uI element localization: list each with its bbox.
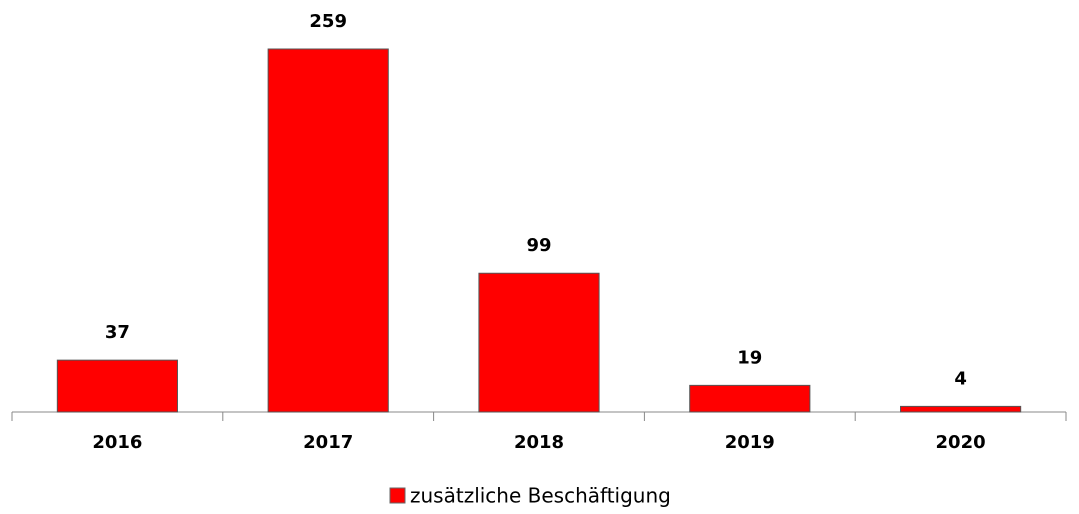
x-tick-label: 2018 <box>514 432 564 453</box>
data-label: 99 <box>526 235 551 256</box>
bar <box>267 48 389 413</box>
bar <box>56 359 178 413</box>
data-label: 4 <box>954 368 967 389</box>
legend-label: zusätzliche Beschäftigung <box>410 484 671 508</box>
x-tick-label: 2019 <box>725 432 775 453</box>
legend-swatch <box>389 487 406 504</box>
x-tick-label: 2017 <box>303 432 353 453</box>
x-tick-label: 2016 <box>92 432 142 453</box>
data-label: 19 <box>737 347 762 368</box>
bar <box>478 272 600 413</box>
bar <box>689 384 811 413</box>
data-label: 259 <box>309 11 347 32</box>
x-tick-label: 2020 <box>936 432 986 453</box>
bar <box>900 405 1022 413</box>
data-label: 37 <box>105 322 130 343</box>
